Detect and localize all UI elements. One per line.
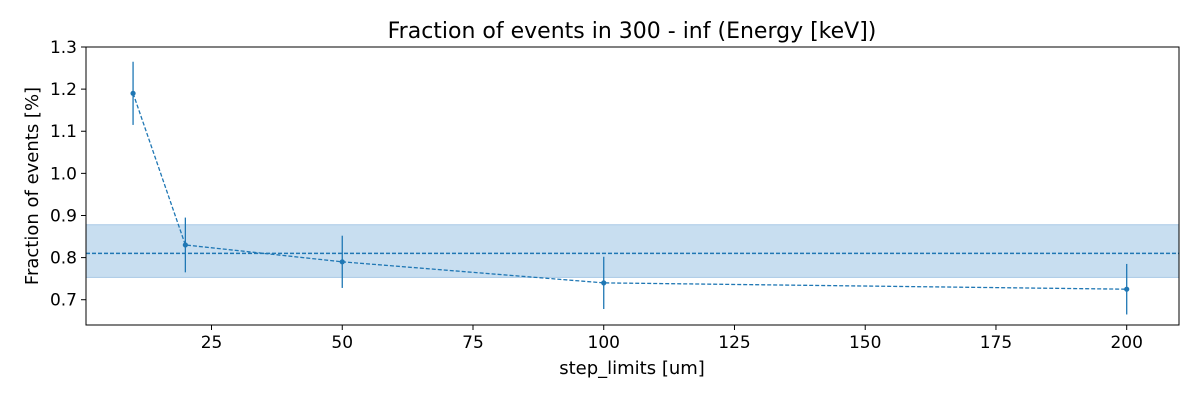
chart-title: Fraction of events in 300 - inf (Energy … [388,19,877,44]
x-tick-label: 200 [1110,333,1142,353]
x-tick-label: 75 [462,333,484,353]
x-tick-label: 150 [849,333,881,353]
x-axis-label: step_limits [um] [559,358,705,379]
axes-frame [85,46,1180,326]
data-point [130,90,136,96]
axes: 25 50 75 100 125 150 175 200 0.7 0.8 0.9 1.0 1.1 1.2 1… [50,38,1180,353]
y-tick-label: 1.1 [50,122,77,142]
y-tick-label: 0.9 [50,206,77,226]
y-tick-label: 1.3 [50,38,77,58]
y-tick-label: 0.7 [50,291,77,311]
y-tick-label: 1.0 [50,164,77,184]
y-tick-label: 0.8 [50,249,77,269]
data-point [339,259,345,265]
reference-band [85,224,1180,278]
data-point [601,280,607,286]
x-tick-label: 125 [718,333,750,353]
x-tick-label: 50 [331,333,353,353]
y-axis-label: Fraction of events [%] [22,87,43,285]
y-tick-label: 1.2 [50,80,77,100]
x-tick-label: 25 [201,333,223,353]
plot-area [85,61,1180,315]
x-tick-label: 100 [588,333,620,353]
x-tick-label: 175 [980,333,1012,353]
data-point [182,242,188,248]
data-point [1124,286,1130,292]
